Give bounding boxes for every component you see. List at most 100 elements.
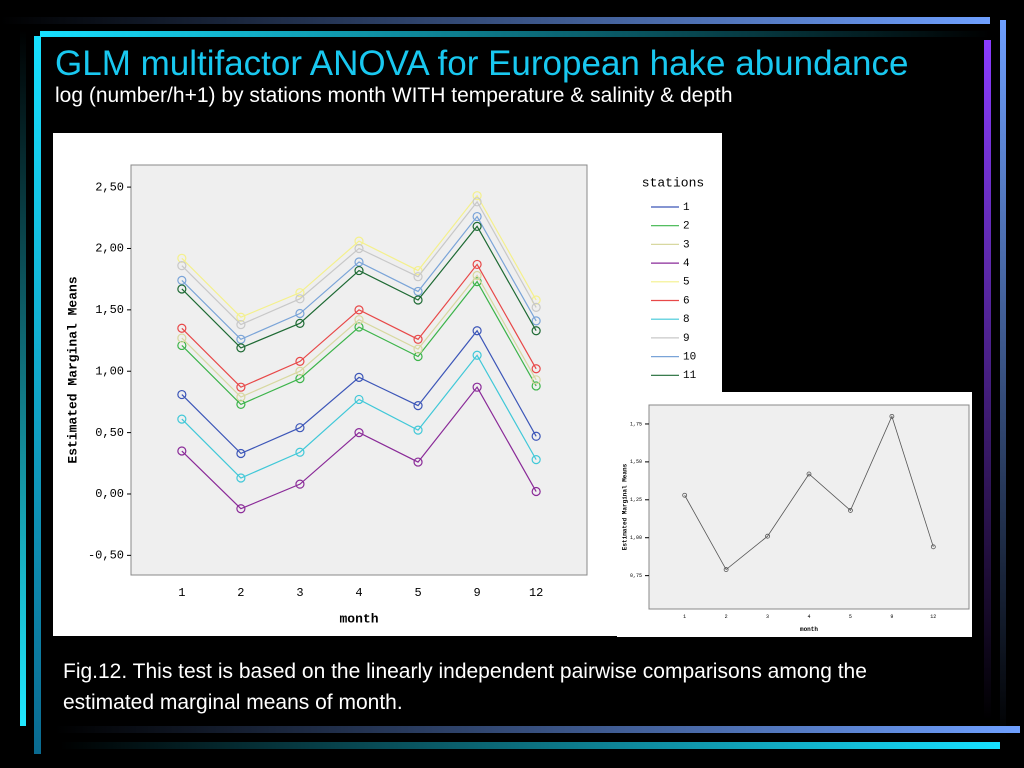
data-point bbox=[472, 221, 482, 231]
y-tick-label: 1,25 bbox=[630, 497, 642, 503]
legend-title: stations bbox=[642, 175, 704, 190]
bottom-line bbox=[60, 742, 1000, 749]
data-point bbox=[354, 243, 364, 254]
data-point bbox=[930, 544, 936, 550]
series-line bbox=[181, 354, 537, 479]
data-point bbox=[472, 191, 482, 201]
data-point bbox=[295, 308, 305, 319]
y-tick-label: 1,50 bbox=[95, 303, 124, 317]
data-point bbox=[295, 288, 305, 298]
chart-main: -0,500,000,501,001,502,002,501 2 3 4 5 9 12mon… bbox=[53, 133, 722, 636]
data-point bbox=[472, 259, 482, 270]
y-tick-label: 1,50 bbox=[630, 459, 642, 465]
data-point bbox=[236, 504, 246, 514]
x-tick-label: 4 bbox=[807, 614, 810, 620]
data-point bbox=[177, 253, 187, 263]
x-tick-label: 9 bbox=[890, 614, 893, 620]
data-point bbox=[413, 334, 423, 344]
data-point bbox=[889, 413, 895, 419]
y-tick-label: 2,00 bbox=[95, 242, 124, 256]
x-tick-label: 9 bbox=[474, 586, 481, 600]
y-tick-label: 1,00 bbox=[95, 364, 124, 378]
data-point bbox=[472, 270, 482, 281]
data-point bbox=[236, 382, 246, 392]
data-point bbox=[354, 236, 364, 246]
legend-label: 8 bbox=[683, 314, 690, 326]
data-point bbox=[354, 428, 364, 438]
data-point bbox=[177, 323, 187, 333]
data-point bbox=[848, 508, 853, 513]
right-bar bbox=[984, 40, 991, 720]
data-point bbox=[354, 315, 364, 325]
data-point bbox=[765, 533, 770, 539]
data-point bbox=[236, 399, 246, 409]
data-point bbox=[354, 322, 364, 332]
y-tick-label: -0,50 bbox=[88, 549, 124, 563]
series-line bbox=[181, 194, 537, 318]
y-tick-label: 1,00 bbox=[630, 535, 642, 541]
data-point bbox=[531, 302, 541, 312]
data-point bbox=[723, 567, 729, 572]
data-point bbox=[295, 373, 305, 384]
data-point bbox=[531, 316, 541, 326]
data-point bbox=[413, 344, 423, 354]
left-bar-2 bbox=[34, 36, 41, 754]
data-point bbox=[531, 431, 541, 441]
x-tick-label: 1 bbox=[683, 614, 686, 620]
series-line bbox=[181, 386, 537, 510]
data-point bbox=[531, 364, 541, 374]
data-point bbox=[236, 312, 246, 322]
series-line bbox=[181, 280, 537, 406]
data-point bbox=[236, 448, 246, 459]
data-point bbox=[177, 284, 187, 294]
data-point bbox=[177, 333, 187, 343]
data-point bbox=[236, 319, 246, 330]
data-point bbox=[682, 492, 688, 498]
caption: Fig.12. This test is based on the linear… bbox=[63, 660, 867, 714]
legend-label: 5 bbox=[683, 277, 690, 289]
series-line bbox=[684, 415, 934, 571]
y-tick-label: 0,00 bbox=[95, 487, 124, 501]
x-tick-label: 5 bbox=[849, 614, 852, 620]
slide-title: GLM multifactor ANOVA for European hake … bbox=[55, 44, 909, 83]
data-point bbox=[413, 425, 423, 435]
data-point bbox=[531, 326, 541, 336]
data-point bbox=[472, 211, 482, 222]
series-line bbox=[181, 274, 537, 398]
data-point bbox=[295, 356, 305, 367]
data-point bbox=[472, 197, 482, 207]
data-point bbox=[177, 340, 187, 351]
data-point bbox=[236, 392, 246, 402]
legend-label: 6 bbox=[683, 295, 690, 307]
plot-area bbox=[130, 164, 588, 576]
data-point bbox=[295, 479, 305, 489]
top-line bbox=[40, 31, 990, 37]
data-point bbox=[295, 366, 305, 376]
legend-label: 3 bbox=[683, 239, 690, 251]
data-point bbox=[295, 294, 305, 304]
right-bar-2 bbox=[1000, 20, 1006, 740]
data-point bbox=[295, 447, 305, 457]
data-point bbox=[295, 318, 305, 328]
plot-area bbox=[648, 404, 970, 610]
legend-label: 2 bbox=[683, 221, 690, 233]
y-tick-label: 0,75 bbox=[630, 573, 642, 579]
data-point bbox=[295, 423, 305, 433]
slide-subtitle: log (number/h+1) by stations month WITH … bbox=[55, 84, 733, 107]
x-tick-label: 3 bbox=[296, 586, 303, 600]
data-point bbox=[472, 382, 482, 392]
data-point bbox=[354, 265, 364, 276]
data-point bbox=[531, 375, 541, 385]
legend-label: 11 bbox=[683, 370, 697, 382]
x-tick-label: 2 bbox=[237, 586, 244, 600]
y-tick-label: 1,75 bbox=[630, 421, 642, 427]
data-point bbox=[531, 381, 541, 391]
data-point bbox=[177, 389, 187, 400]
y-tick-label: 2,50 bbox=[95, 180, 124, 194]
x-tick-label: 2 bbox=[725, 614, 728, 620]
x-axis-label: month bbox=[800, 626, 818, 633]
data-point bbox=[177, 446, 187, 456]
data-point bbox=[413, 272, 423, 282]
data-point bbox=[413, 265, 423, 276]
